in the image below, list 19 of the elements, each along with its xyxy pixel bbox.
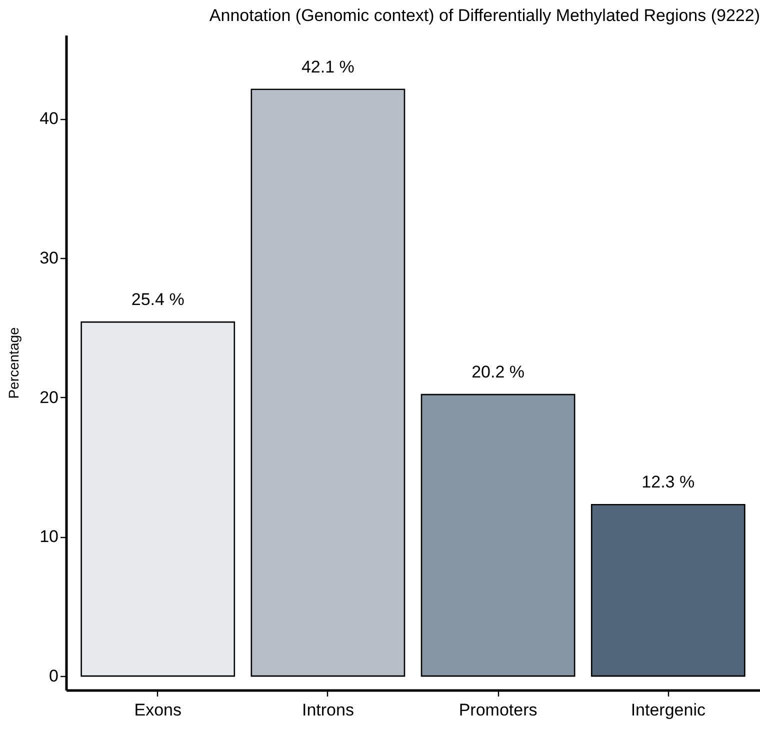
bar: [590, 504, 746, 677]
y-tick-label: 40: [40, 109, 58, 128]
data-label: 25.4 %: [131, 290, 184, 310]
y-axis-title: Percentage: [6, 326, 22, 399]
x-tick-label: Intergenic: [630, 700, 706, 720]
y-tick-label: 0: [49, 666, 58, 686]
x-tick-label: Promoters: [458, 700, 538, 720]
data-label: 42.1 %: [301, 57, 354, 76]
data-label: 12.3 %: [642, 472, 695, 492]
y-tick-label: 30: [40, 248, 58, 268]
bar: [250, 88, 406, 677]
chart-title: Annotation (Genomic context) of Differentially Methylated Regions (9222): [209, 6, 760, 25]
x-tick-label: Exons: [134, 700, 182, 720]
y-tick-label: 20: [40, 388, 58, 407]
y-tick-label: 10: [40, 527, 58, 546]
data-label: 20.2 %: [472, 362, 525, 382]
bar: [420, 394, 576, 677]
x-tick-label: Introns: [302, 700, 354, 720]
bar: [80, 321, 236, 677]
